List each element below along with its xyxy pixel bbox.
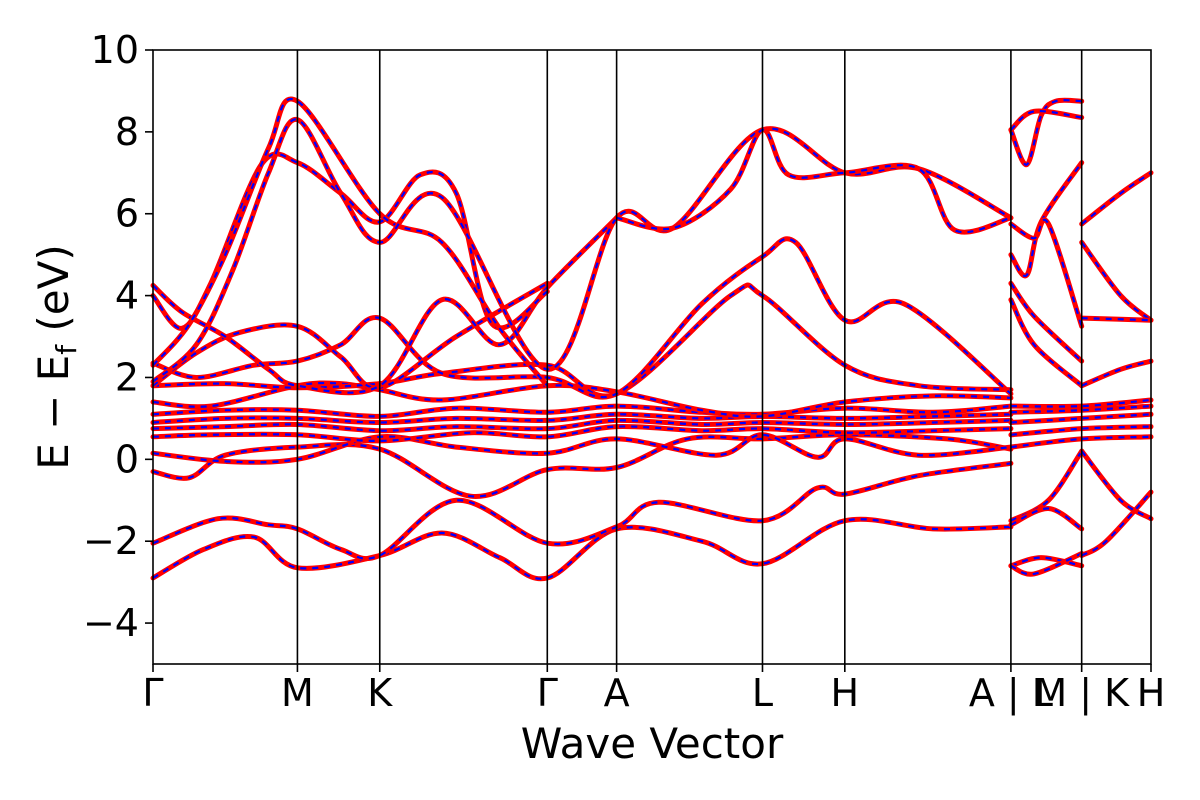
band-21-dashed bbox=[1009, 282, 1083, 362]
band-33-dashed bbox=[1010, 435, 1152, 449]
xtick-label-0: Γ bbox=[142, 671, 163, 715]
ytick-label-7: 10 bbox=[91, 28, 139, 72]
band-30 bbox=[1079, 358, 1154, 389]
xtick-label-7: A | L bbox=[969, 671, 1053, 716]
band-28 bbox=[1079, 239, 1154, 323]
band-1-dashed bbox=[152, 462, 1012, 560]
band-28-dashed bbox=[1080, 241, 1152, 322]
band-13-dashed bbox=[152, 152, 548, 330]
ytick-label-6: 8 bbox=[115, 110, 139, 154]
band-25-dashed bbox=[1010, 556, 1082, 567]
band-24-dashed bbox=[1010, 507, 1083, 530]
band-12-dashed bbox=[152, 217, 618, 394]
band-1 bbox=[150, 460, 1014, 562]
band-4 bbox=[150, 423, 1014, 444]
xtick-label-9: H bbox=[1137, 671, 1166, 715]
band-27-dashed bbox=[1081, 171, 1152, 225]
band-0-dashed bbox=[152, 518, 1011, 580]
xtick-label-4: A bbox=[604, 671, 630, 715]
band-11-dashed bbox=[152, 282, 548, 389]
xtick-label-1: M bbox=[281, 671, 314, 715]
xtick-label-8: M | K bbox=[1034, 671, 1130, 716]
xtick-label-2: K bbox=[367, 671, 393, 715]
y-axis-label: E − Ef (eV) bbox=[29, 244, 83, 470]
xtick-label-5: L bbox=[752, 671, 773, 715]
x-axis-label: Wave Vector bbox=[521, 719, 784, 768]
band-5 bbox=[150, 417, 1014, 434]
band-17 bbox=[1008, 97, 1085, 168]
band-lines bbox=[150, 96, 1154, 582]
band-18 bbox=[1008, 108, 1085, 133]
band-7 bbox=[150, 403, 1014, 419]
band-31-dashed bbox=[1081, 491, 1152, 557]
ytick-label-1: −2 bbox=[83, 519, 139, 563]
band-35-dashed bbox=[1010, 413, 1152, 424]
band-29-dashed bbox=[1081, 317, 1152, 322]
band-29 bbox=[1079, 315, 1154, 323]
ytick-label-4: 4 bbox=[115, 274, 139, 318]
band-6 bbox=[150, 411, 1014, 425]
band-37-dashed bbox=[1010, 398, 1152, 408]
ytick-label-2: 0 bbox=[115, 437, 139, 481]
band-16-dashed bbox=[616, 128, 1012, 234]
band-26-dashed bbox=[1010, 552, 1083, 576]
band-22-dashed bbox=[1009, 299, 1083, 387]
y-axis-label-unit: (eV) bbox=[29, 244, 78, 345]
band-23-dashed bbox=[1010, 450, 1083, 522]
y-axis-label-main: E − E bbox=[29, 355, 78, 470]
band-13 bbox=[150, 151, 550, 331]
ytick-label-5: 6 bbox=[115, 192, 139, 236]
band-15-dashed bbox=[152, 118, 1012, 383]
xtick-label-6: H bbox=[831, 671, 860, 715]
band-20-dashed bbox=[1010, 218, 1083, 327]
band-14-dashed bbox=[152, 98, 549, 387]
band-22 bbox=[1008, 297, 1085, 389]
y-axis-label-sub: f bbox=[50, 344, 83, 355]
band-31 bbox=[1079, 489, 1154, 558]
band-36-dashed bbox=[1010, 405, 1152, 414]
ytick-label-3: 2 bbox=[115, 355, 139, 399]
band-19-dashed bbox=[1009, 161, 1083, 278]
band-32-dashed bbox=[1080, 450, 1152, 520]
high-symmetry-lines bbox=[296, 50, 1083, 664]
xtick-label-3: Γ bbox=[537, 671, 558, 715]
y-axis-ticks: −4 −2 0 2 4 6 8 10 bbox=[83, 28, 153, 645]
plot-frame bbox=[152, 49, 1152, 665]
band-32 bbox=[1079, 448, 1154, 522]
band-34-dashed bbox=[1010, 425, 1152, 436]
ytick-label-0: −4 bbox=[83, 601, 139, 645]
